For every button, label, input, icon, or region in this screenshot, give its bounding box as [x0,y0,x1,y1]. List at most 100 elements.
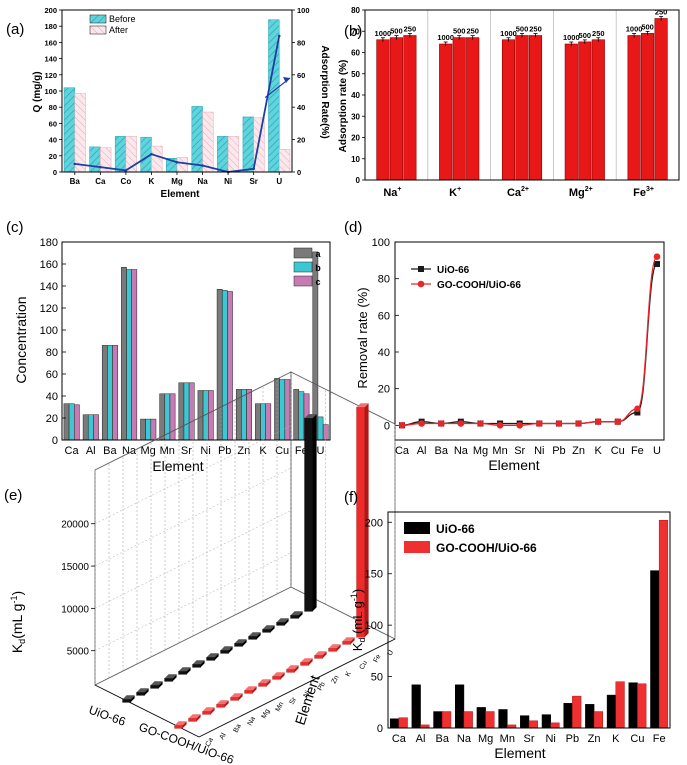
bar3d-top [342,637,355,642]
bar3d-top [356,403,369,408]
x-tick-Cu: Cu [611,445,625,457]
bar3d-side [196,714,201,722]
marker-1-Pb [555,420,563,427]
bar-Ca-500 [515,35,529,181]
x-tick-K: K+ [449,186,461,199]
bar3d-0-Ca [122,699,131,703]
bar3d-side [284,618,289,626]
bar-0-Na [454,684,465,729]
bar-before-Na [191,106,203,173]
bar-Na-1000 [376,39,390,181]
bar-a-Al [82,414,89,441]
bar3d-0-Al [136,692,145,696]
z-tick-15000: 15000 [61,562,89,573]
bar-Ca-1000 [501,39,516,181]
y-tick-100: 100 [365,620,383,632]
bar3d-side [256,632,261,640]
legend-swatch-after [89,25,107,35]
y-tick-60: 60 [49,119,57,128]
bar3d-side [214,653,219,661]
y-tick-0: 0 [356,176,361,185]
bar-c-Ca [74,404,80,441]
y-tick-150: 150 [365,569,383,581]
bar-c-Cu [284,379,291,441]
bar3d-side [336,644,341,652]
bar3d-0-Zn [248,636,257,640]
y-tick-70: 70 [351,27,360,36]
y-tick-40: 40 [378,347,390,359]
y-right-tick-0: 0 [297,168,301,177]
bar-c-K [265,403,272,441]
x-tick-Ni: Ni [224,177,232,186]
y-tick-60: 60 [378,310,390,322]
element-tick-Ba: Ba [233,723,243,734]
y-tick-50: 50 [351,70,360,79]
bar-b-Zn [241,389,247,441]
bar3d-top [164,674,177,679]
x-tick-Ni: Ni [200,445,210,457]
panel-a-xlabel: Element [161,189,201,200]
bar3d-0-U [304,417,313,612]
y-right-tick-40: 40 [297,103,305,112]
legend-swatch-c [293,275,313,287]
legend-swatch-0 [404,522,430,534]
bar3d-side [308,658,313,666]
x-tick-Fe: Fe3+ [633,186,654,199]
panel-a: (a) Ba Ca Co K Mg Na Ni Sr U 0 20 40 60 80 100 120 140 16… [6,6,330,200]
panel-d-xlabel: Element [488,457,539,473]
x-tick-Na: Na [457,733,472,745]
panel-b-letter: (b) [344,23,362,40]
y-tick-0: 0 [52,435,58,447]
bar3d-side [238,693,243,701]
x-tick-Na: Na [454,445,469,457]
rate-point-Co [124,169,128,172]
x-tick-Na: Na [197,177,208,186]
bar-a-Mn [159,393,166,441]
bar-0-K [606,694,617,729]
legend-label-a: a [315,249,321,259]
x-tick-Pb: Pb [218,445,231,457]
x-tick-Ca: Ca2+ [507,186,529,199]
panel-e-letter: (e) [4,487,22,504]
y-tick-10: 10 [351,155,360,164]
x-tick-Ca: Ca [65,445,80,457]
bar3d-0-Ni [220,650,229,654]
x-tick-Ca: Ca [392,733,407,745]
bar3d-1-Ca [174,725,183,729]
element-tick-Ni: Ni [303,689,312,699]
bar3d-side [242,639,247,647]
bar-label-1000: 1000 [626,25,643,34]
legend-marker-0 [418,266,424,272]
x-tick-Ca: Ca [95,177,106,186]
y-tick-40: 40 [46,391,58,403]
y-tick-20: 20 [46,413,58,425]
bar3d-top [202,707,215,712]
bar3d-side [280,672,285,680]
bar-before-Sr [242,116,254,173]
marker-1-Sr [516,422,523,429]
annotation-arrowhead [283,77,290,84]
bar3d-1-Mn [244,690,253,694]
panel-a-legend: Before After [89,14,136,35]
x-tick-Al: Al [86,445,96,457]
panel-c-xlabel: Element [152,458,203,474]
bar3d-1-Ni [272,676,281,680]
x-tick-Sr: Sr [524,733,535,745]
bar3d-0-Cu [276,622,285,626]
legend-swatch-a [293,247,313,259]
rate-point-Sr [252,167,255,171]
bar3d-side [322,651,327,659]
bar3d-top [188,714,201,719]
panel-c-ylabel: Concentration [13,296,29,383]
panel-f-ylabel: Kd (mL g-1) [349,589,367,651]
bar-label-1000: 1000 [500,29,517,38]
bar-1-Cu [637,683,647,729]
bar-1-K [615,681,625,729]
marker-1-Na [457,420,465,427]
legend-label-0: UiO-66 [436,522,475,536]
x-tick-Sr: Sr [181,445,192,457]
bar3d-side [182,721,187,729]
rate-point-Na [201,164,204,167]
